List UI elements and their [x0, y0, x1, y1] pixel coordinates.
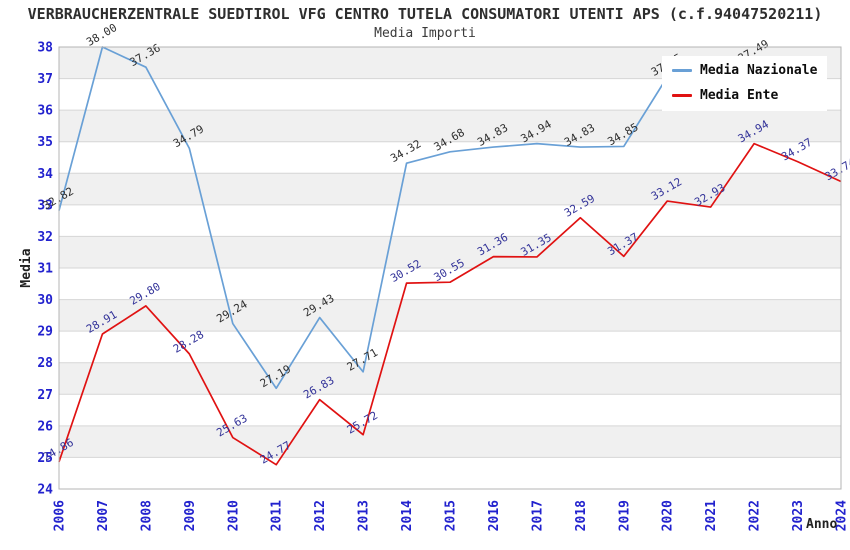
y-tick-label: 35: [37, 135, 53, 150]
y-tick-label: 29: [37, 325, 53, 340]
legend-item-media-nazionale: Media Nazionale: [672, 63, 817, 78]
legend-item-media-ente: Media Ente: [672, 88, 817, 103]
x-tick-label: 2014: [400, 500, 415, 531]
series-line-1: [58, 142, 842, 466]
plot-border: [58, 46, 842, 490]
data-label: 24.86: [41, 436, 76, 464]
y-tick-label: 26: [37, 419, 53, 434]
y-tick-label: 30: [37, 293, 53, 308]
x-tick-label: 2011: [270, 500, 285, 531]
y-axis-title: Media: [19, 248, 34, 287]
plot-band: [59, 362, 841, 395]
data-label: 28.28: [171, 328, 206, 356]
data-label: 32.82: [41, 185, 76, 213]
y-tick-label: 38: [37, 41, 53, 56]
x-tick-label: 2010: [226, 500, 241, 531]
x-tick-label: 2016: [487, 500, 502, 531]
y-tick-label: 27: [37, 388, 53, 403]
x-tick-label: 2013: [357, 500, 372, 531]
legend-label-nazionale: Media Nazionale: [700, 63, 818, 78]
chart-title: VERBRAUCHERZENTRALE SUEDTIROL VFG CENTRO…: [27, 5, 823, 23]
plot-band: [59, 110, 841, 142]
series-line-0: [58, 46, 755, 390]
data-label: 38.00: [84, 21, 119, 49]
x-axis-title: Anno: [806, 517, 837, 532]
plot-band: [59, 173, 841, 205]
x-tick-label: 2018: [574, 500, 589, 531]
x-tick-label: 2017: [530, 500, 545, 531]
x-tick-label: 2008: [139, 500, 154, 531]
y-tick-label: 25: [37, 451, 53, 466]
x-tick-label: 2007: [96, 500, 111, 531]
x-tick-label: 2023: [791, 500, 806, 531]
x-tick-label: 2012: [313, 500, 328, 531]
legend-line-swatch-nazionale: [672, 69, 692, 72]
plot-band: [59, 425, 841, 458]
x-tick-label: 2021: [704, 500, 719, 531]
chart-subtitle: Media Importi: [374, 26, 476, 41]
legend-line-swatch-ente: [672, 94, 692, 97]
data-label: 33.74: [823, 155, 850, 183]
x-tick-label: 2020: [661, 500, 676, 531]
y-tick-label: 31: [37, 262, 53, 277]
y-tick-label: 24: [37, 483, 53, 498]
x-tick-label: 2024: [835, 500, 850, 531]
plot-band: [59, 236, 841, 268]
x-tick-label: 2015: [444, 500, 459, 531]
y-tick-label: 37: [37, 72, 53, 87]
y-tick-label: 34: [37, 167, 53, 182]
plot-band: [59, 299, 841, 332]
y-tick-label: 33: [37, 198, 53, 213]
x-tick-label: 2019: [617, 500, 632, 531]
legend: Media Nazionale Media Ente: [662, 56, 828, 111]
x-tick-label: 2006: [53, 500, 68, 531]
x-tick-label: 2022: [748, 500, 763, 531]
y-tick-label: 36: [37, 104, 53, 119]
y-tick-label: 32: [37, 230, 53, 245]
y-tick-label: 28: [37, 356, 53, 371]
x-tick-label: 2009: [183, 500, 198, 531]
legend-label-ente: Media Ente: [700, 88, 779, 103]
